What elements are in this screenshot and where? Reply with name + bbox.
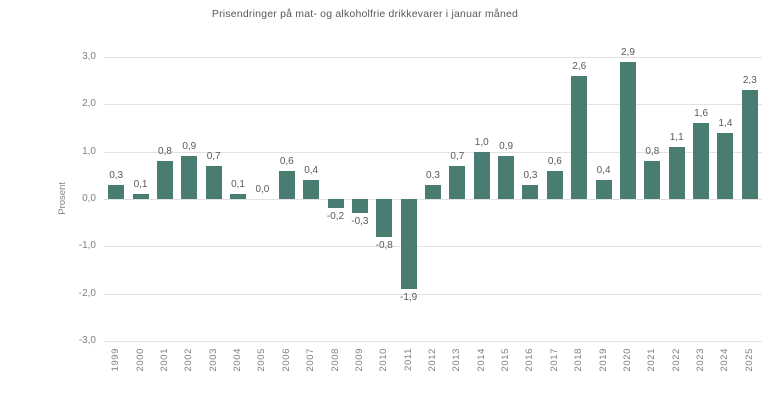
bar-value-label-2025: 2,3 (742, 75, 757, 87)
bar-value-label-2024: 1,4 (718, 117, 733, 129)
bar-2006 (278, 170, 295, 199)
y-axis-tick-label: 3,0 (82, 51, 96, 62)
gridline (104, 104, 762, 106)
x-axis-tick-label-2003: 2003 (207, 348, 219, 372)
bar-2001 (156, 161, 173, 199)
gridline (104, 199, 762, 200)
bar-value-label-2004: 0,1 (231, 179, 245, 191)
bar-2016 (522, 184, 539, 199)
bar-value-label-2011: -1,9 (400, 291, 418, 303)
bar-value-label-2014: 1,0 (474, 136, 489, 148)
bar-value-label-2016: 0,3 (523, 169, 538, 181)
x-axis-tick-label-2011: 2011 (402, 348, 414, 371)
x-axis-tick-label-2008: 2008 (329, 348, 341, 372)
bar-1999 (108, 184, 125, 199)
y-axis-tick-label: -3,0 (78, 335, 96, 346)
gridline (104, 246, 762, 248)
bar-value-label-2000: 0,1 (133, 179, 148, 191)
x-axis-tick-label-2022: 2022 (670, 348, 682, 372)
bar-2024 (717, 132, 734, 199)
bar-value-label-2020: 2,9 (621, 46, 635, 58)
bar-value-label-2001: 0,8 (157, 146, 172, 158)
bar-2023 (693, 123, 710, 199)
x-axis-tick-label-2007: 2007 (305, 348, 317, 372)
bar-value-label-2005: 0,0 (255, 184, 270, 195)
x-axis-tick-label-2015: 2015 (500, 348, 512, 372)
x-axis-tick-label-2001: 2001 (158, 348, 170, 372)
bar-value-label-2007: 0,4 (304, 165, 319, 177)
x-axis-tick-label-2017: 2017 (548, 348, 560, 372)
x-axis-tick-label-2000: 2000 (134, 348, 146, 372)
bar-value-label-2008: -0,2 (326, 211, 345, 223)
bar-2011 (400, 199, 417, 289)
y-axis-tick-label: 0,0 (82, 193, 96, 204)
gridline (104, 151, 762, 153)
bar-2008 (327, 199, 344, 209)
bar-value-label-2015: 0,9 (499, 141, 514, 153)
bar-2012 (425, 184, 441, 199)
bar-2004 (230, 194, 247, 199)
bar-value-label-2018: 2,6 (572, 60, 587, 72)
bar-value-label-2023: 1,6 (694, 108, 709, 120)
bar-2010 (376, 199, 393, 237)
bar-2025 (741, 90, 758, 199)
x-axis-tick-label-2013: 2013 (451, 348, 463, 372)
x-axis-tick-label-2024: 2024 (719, 348, 731, 372)
x-axis-tick-label-2018: 2018 (573, 348, 585, 372)
x-axis-tick-label-2006: 2006 (280, 348, 292, 372)
bar-2003 (205, 165, 222, 199)
bar-2014 (473, 151, 490, 199)
bar-value-label-2021: 0,8 (645, 146, 660, 158)
bar-value-label-2009: -0,3 (351, 216, 369, 228)
y-axis-tick-label: -2,0 (78, 287, 96, 299)
bar-2009 (351, 199, 368, 214)
bar-value-label-2010: -0,8 (375, 239, 393, 251)
x-axis-tick-label-2021: 2021 (646, 348, 658, 372)
bar-2015 (498, 156, 515, 199)
y-axis-tick-label: 1,0 (82, 145, 96, 157)
gridline (104, 293, 762, 295)
bar-2017 (546, 170, 563, 199)
x-axis-tick-label-2019: 2019 (597, 348, 609, 372)
x-axis-tick-label-1999: 1999 (110, 348, 122, 372)
x-axis-tick-label-2002: 2002 (183, 348, 195, 372)
bar-2000 (132, 194, 149, 199)
bar-2002 (181, 156, 198, 199)
bar-2020 (619, 61, 636, 199)
x-axis-tick-label-2009: 2009 (353, 348, 365, 372)
y-axis-tick-label: -1,0 (78, 240, 96, 252)
bar-value-label-2019: 0,4 (596, 165, 611, 177)
x-axis-tick-label-2023: 2023 (695, 348, 707, 372)
x-axis-tick-label-2014: 2014 (475, 348, 487, 372)
bar-value-label-2003: 0,7 (206, 150, 221, 162)
x-axis-tick-label-2012: 2012 (427, 348, 438, 372)
bar-value-label-2017: 0,6 (547, 155, 562, 167)
x-axis-tick-label-2005: 2005 (256, 348, 268, 372)
bar-2022 (668, 146, 685, 199)
bar-2007 (303, 180, 320, 199)
bar-2013 (449, 165, 466, 199)
bar-value-label-2012: 0,3 (426, 169, 440, 181)
bar-value-label-2002: 0,9 (182, 141, 197, 153)
x-axis-tick-label-2010: 2010 (378, 348, 390, 372)
y-axis-tick-label: 2,0 (82, 98, 96, 110)
gridline (104, 341, 762, 342)
bar-2019 (595, 180, 612, 199)
x-axis-tick-label-2025: 2025 (743, 348, 755, 372)
bar-value-label-2013: 0,7 (450, 150, 465, 162)
bar-2021 (644, 161, 661, 199)
x-axis-tick-label-2004: 2004 (232, 348, 244, 372)
bar-value-label-2006: 0,6 (279, 155, 294, 167)
chart-title: Prisendringer på mat- og alkoholfrie dri… (211, 8, 519, 20)
x-axis-tick-label-2020: 2020 (621, 348, 633, 372)
gridline (104, 57, 762, 58)
bar-value-label-1999: 0,3 (109, 169, 124, 181)
bar-2018 (571, 75, 588, 199)
x-axis-tick-label-2016: 2016 (524, 348, 536, 372)
bar-value-label-2022: 1,1 (669, 131, 684, 143)
